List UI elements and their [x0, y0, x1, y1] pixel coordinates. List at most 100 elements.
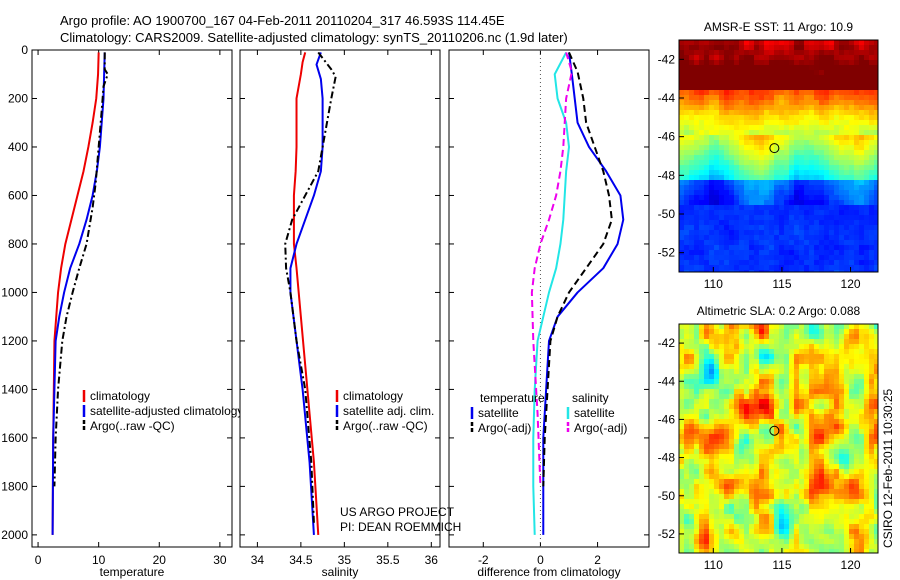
heatmap-cell — [734, 225, 740, 231]
heatmap-cell — [819, 489, 825, 495]
heatmap-cell — [809, 454, 815, 460]
heatmap-cell — [704, 409, 710, 415]
heatmap-cell — [729, 250, 735, 256]
heatmap-cell — [759, 245, 765, 251]
heatmap-cell — [854, 190, 860, 196]
heatmap-cell — [739, 170, 745, 176]
heatmap-cell — [864, 334, 870, 340]
heatmap-cell — [774, 529, 780, 535]
heatmap-cell — [814, 115, 820, 121]
heatmap-cell — [869, 70, 875, 76]
heatmap-cell — [854, 329, 860, 335]
heatmap-cell — [829, 250, 835, 256]
heatmap-cell — [844, 329, 850, 335]
sla-map-ytick-label: -44 — [658, 374, 676, 388]
heatmap-cell — [854, 324, 860, 330]
heatmap-cell — [704, 544, 710, 550]
heatmap-cell — [829, 145, 835, 151]
heatmap-cell — [719, 429, 725, 435]
heatmap-cell — [834, 100, 840, 106]
heatmap-cell — [874, 40, 879, 46]
heatmap-cell — [679, 534, 685, 540]
heatmap-cell — [854, 90, 860, 96]
heatmap-cell — [744, 185, 750, 191]
heatmap-cell — [729, 160, 735, 166]
heatmap-cell — [734, 499, 740, 505]
heatmap-cell — [704, 444, 710, 450]
heatmap-cell — [874, 504, 879, 510]
heatmap-cell — [824, 349, 830, 355]
heatmap-cell — [764, 519, 770, 525]
heatmap-cell — [869, 55, 875, 61]
heatmap-cell — [869, 359, 875, 365]
heatmap-cell — [864, 409, 870, 415]
heatmap-cell — [784, 439, 790, 445]
heatmap-cell — [774, 215, 780, 221]
heatmap-cell — [789, 75, 795, 81]
heatmap-cell — [829, 70, 835, 76]
heatmap-cell — [729, 534, 735, 540]
heatmap-cell — [794, 499, 800, 505]
heatmap-cell — [689, 260, 695, 266]
heatmap-cell — [864, 45, 870, 51]
heatmap-cell — [734, 145, 740, 151]
heatmap-cell — [684, 60, 690, 66]
heatmap-cell — [769, 120, 775, 126]
heatmap-cell — [859, 404, 865, 410]
heatmap-cell — [864, 419, 870, 425]
heatmap-cell — [684, 414, 690, 420]
heatmap-cell — [744, 270, 750, 273]
heatmap-cell — [859, 489, 865, 495]
heatmap-cell — [704, 45, 710, 51]
heatmap-cell — [829, 240, 835, 246]
heatmap-cell — [719, 334, 725, 340]
heatmap-cell — [779, 464, 785, 470]
heatmap-cell — [834, 120, 840, 126]
heatmap-cell — [854, 444, 860, 450]
heatmap-cell — [734, 324, 740, 330]
heatmap-cell — [849, 474, 855, 480]
heatmap-cell — [809, 459, 815, 465]
heatmap-cell — [739, 185, 745, 191]
heatmap-cell — [699, 339, 705, 345]
heatmap-cell — [764, 444, 770, 450]
heatmap-cell — [764, 205, 770, 211]
heatmap-cell — [734, 459, 740, 465]
heatmap-cell — [839, 195, 845, 201]
heatmap-cell — [739, 40, 745, 46]
salinity-series-group — [284, 51, 337, 535]
heatmap-cell — [704, 215, 710, 221]
heatmap-cell — [834, 429, 840, 435]
heatmap-cell — [799, 369, 805, 375]
heatmap-cell — [844, 125, 850, 131]
heatmap-cell — [869, 170, 875, 176]
heatmap-cell — [794, 65, 800, 71]
heatmap-cell — [704, 514, 710, 520]
heatmap-cell — [689, 339, 695, 345]
heatmap-cell — [709, 329, 715, 335]
heatmap-cell — [709, 135, 715, 141]
heatmap-cell — [869, 130, 875, 136]
heatmap-cell — [864, 434, 870, 440]
heatmap-cell — [859, 399, 865, 405]
heatmap-cell — [749, 175, 755, 181]
heatmap-cell — [739, 539, 745, 545]
heatmap-cell — [739, 255, 745, 261]
heatmap-cell — [859, 170, 865, 176]
heatmap-cell — [739, 130, 745, 136]
heatmap-cell — [694, 245, 700, 251]
heatmap-cell — [774, 85, 780, 91]
heatmap-cell — [694, 255, 700, 261]
heatmap-cell — [804, 519, 810, 525]
heatmap-cell — [689, 170, 695, 176]
heatmap-cell — [784, 235, 790, 241]
heatmap-cell — [694, 115, 700, 121]
heatmap-cell — [729, 529, 735, 535]
heatmap-cell — [829, 374, 835, 380]
heatmap-cell — [804, 140, 810, 146]
heatmap-cell — [709, 70, 715, 76]
heatmap-cell — [684, 245, 690, 251]
heatmap-cell — [799, 484, 805, 490]
heatmap-cell — [714, 504, 720, 510]
